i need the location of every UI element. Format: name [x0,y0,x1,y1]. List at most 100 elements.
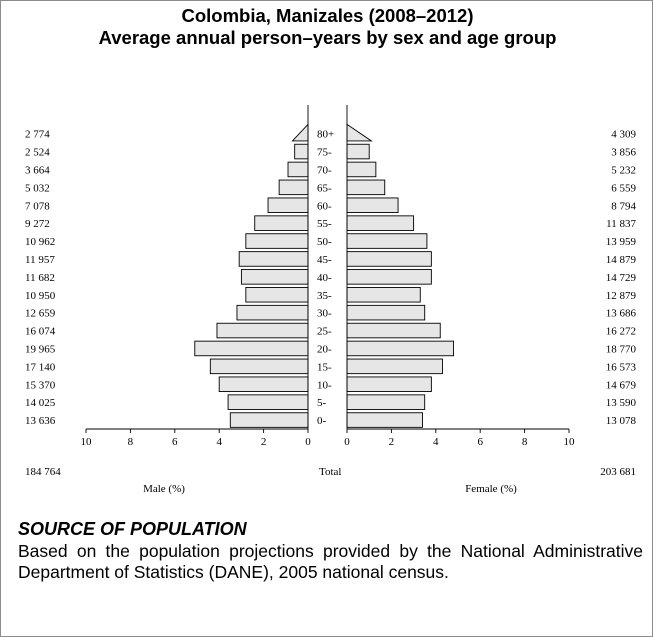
female-count-label: 14 679 [606,379,637,391]
source-heading: SOURCE OF POPULATION [18,519,247,539]
age-group-label: 60- [317,200,332,212]
female-bar [346,123,373,142]
female-bar [346,143,370,160]
female-count-label: 14 729 [606,272,637,284]
age-group-label: 80+ [317,129,334,141]
age-group-label: 70- [317,164,332,176]
age-group-label: 10- [317,379,332,391]
female-x-tick-label: 4 [433,436,439,448]
male-bar [194,340,309,357]
source-section: SOURCE OF POPULATION Based on the popula… [18,518,643,583]
female-x-tick-label: 0 [344,436,350,448]
female-bar [346,340,455,357]
female-count-label: 13 078 [606,415,637,427]
age-group-label: 15- [317,361,332,373]
age-group-label: 55- [317,218,332,230]
male-count-label: 19 965 [25,343,56,355]
female-bar [346,179,386,196]
age-group-label: 25- [317,326,332,338]
female-x-tick-label: 2 [389,436,395,448]
male-bar [245,233,309,249]
source-text: Based on the population projections prov… [18,541,643,582]
age-group-label: 35- [317,290,332,302]
male-count-label: 10 950 [25,290,56,302]
age-group-label: 0- [317,415,327,427]
chart-title-block: Colombia, Manizales (2008–2012) Average … [1,5,653,49]
male-count-label: 17 140 [25,361,56,373]
male-bar [209,358,309,375]
male-count-label: 13 636 [25,415,56,427]
female-count-label: 13 686 [606,308,637,320]
female-count-label: 11 837 [606,218,636,230]
female-count-label: 13 959 [606,236,637,248]
male-bar [229,412,309,428]
male-count-label: 3 664 [25,164,50,176]
female-x-tick-label: 6 [477,436,483,448]
male-bar [294,143,309,160]
female-bar [346,251,432,267]
male-count-label: 11 682 [25,272,55,284]
female-total: 203 681 [600,466,636,478]
male-count-label: 12 659 [25,308,56,320]
female-bar [346,358,443,375]
female-x-tick-label: 8 [522,436,528,448]
male-bar [254,215,309,231]
age-group-label: 65- [317,182,332,194]
female-bar [346,269,432,285]
female-bar [346,412,423,428]
male-bar [267,197,309,213]
female-bar [346,287,421,303]
female-count-label: 14 879 [606,254,637,266]
female-count-label: 18 770 [606,343,637,355]
male-count-label: 5 032 [25,182,50,194]
female-x-tick-label: 10 [564,436,576,448]
male-bar [236,304,309,321]
chart-subtitle: Average annual person–years by sex and a… [98,27,557,48]
female-count-label: 4 309 [611,129,636,141]
female-count-label: 5 232 [611,164,636,176]
female-bar [346,197,399,213]
female-count-label: 3 856 [611,147,636,159]
male-count-label: 11 957 [25,254,55,266]
male-count-label: 9 272 [25,218,50,230]
male-x-tick-label: 4 [216,436,222,448]
female-count-label: 16 573 [606,361,637,373]
male-x-tick-label: 0 [305,436,311,448]
female-count-label: 16 272 [606,326,636,338]
age-group-label: 40- [317,272,332,284]
male-bar [240,269,309,285]
female-count-label: 13 590 [606,397,637,409]
male-bar [287,161,309,178]
male-bar [291,123,309,142]
female-bar [346,304,426,321]
male-count-label: 15 370 [25,379,56,391]
male-count-label: 10 962 [25,236,55,248]
female-axis-label: Female (%) [465,483,517,495]
male-count-label: 2 774 [25,129,50,141]
female-count-label: 12 879 [606,290,637,302]
age-group-label: 30- [317,308,332,320]
age-group-label: 5- [317,397,327,409]
age-group-label: 75- [317,147,332,159]
male-count-label: 2 524 [25,147,50,159]
age-group-label: 50- [317,236,332,248]
male-bar [278,179,309,196]
chart-title: Colombia, Manizales (2008–2012) [181,5,474,26]
female-count-label: 8 794 [611,200,636,212]
male-bar [218,376,309,393]
female-bar [346,394,426,410]
male-x-tick-label: 8 [128,436,134,448]
age-group-label: 45- [317,254,332,266]
male-count-label: 14 025 [25,397,56,409]
male-count-label: 7 078 [25,200,50,212]
age-group-label: 20- [317,343,332,355]
female-bar [346,233,428,249]
total-label: Total [319,466,341,478]
male-bar [216,322,309,339]
female-bar [346,161,377,178]
male-x-tick-label: 6 [172,436,178,448]
male-count-label: 16 074 [25,326,56,338]
male-axis-label: Male (%) [143,483,185,495]
population-pyramid-chart: 0- 13 636 13 078 5- 14 025 13 590 10- 15 370 14 … [25,105,637,495]
